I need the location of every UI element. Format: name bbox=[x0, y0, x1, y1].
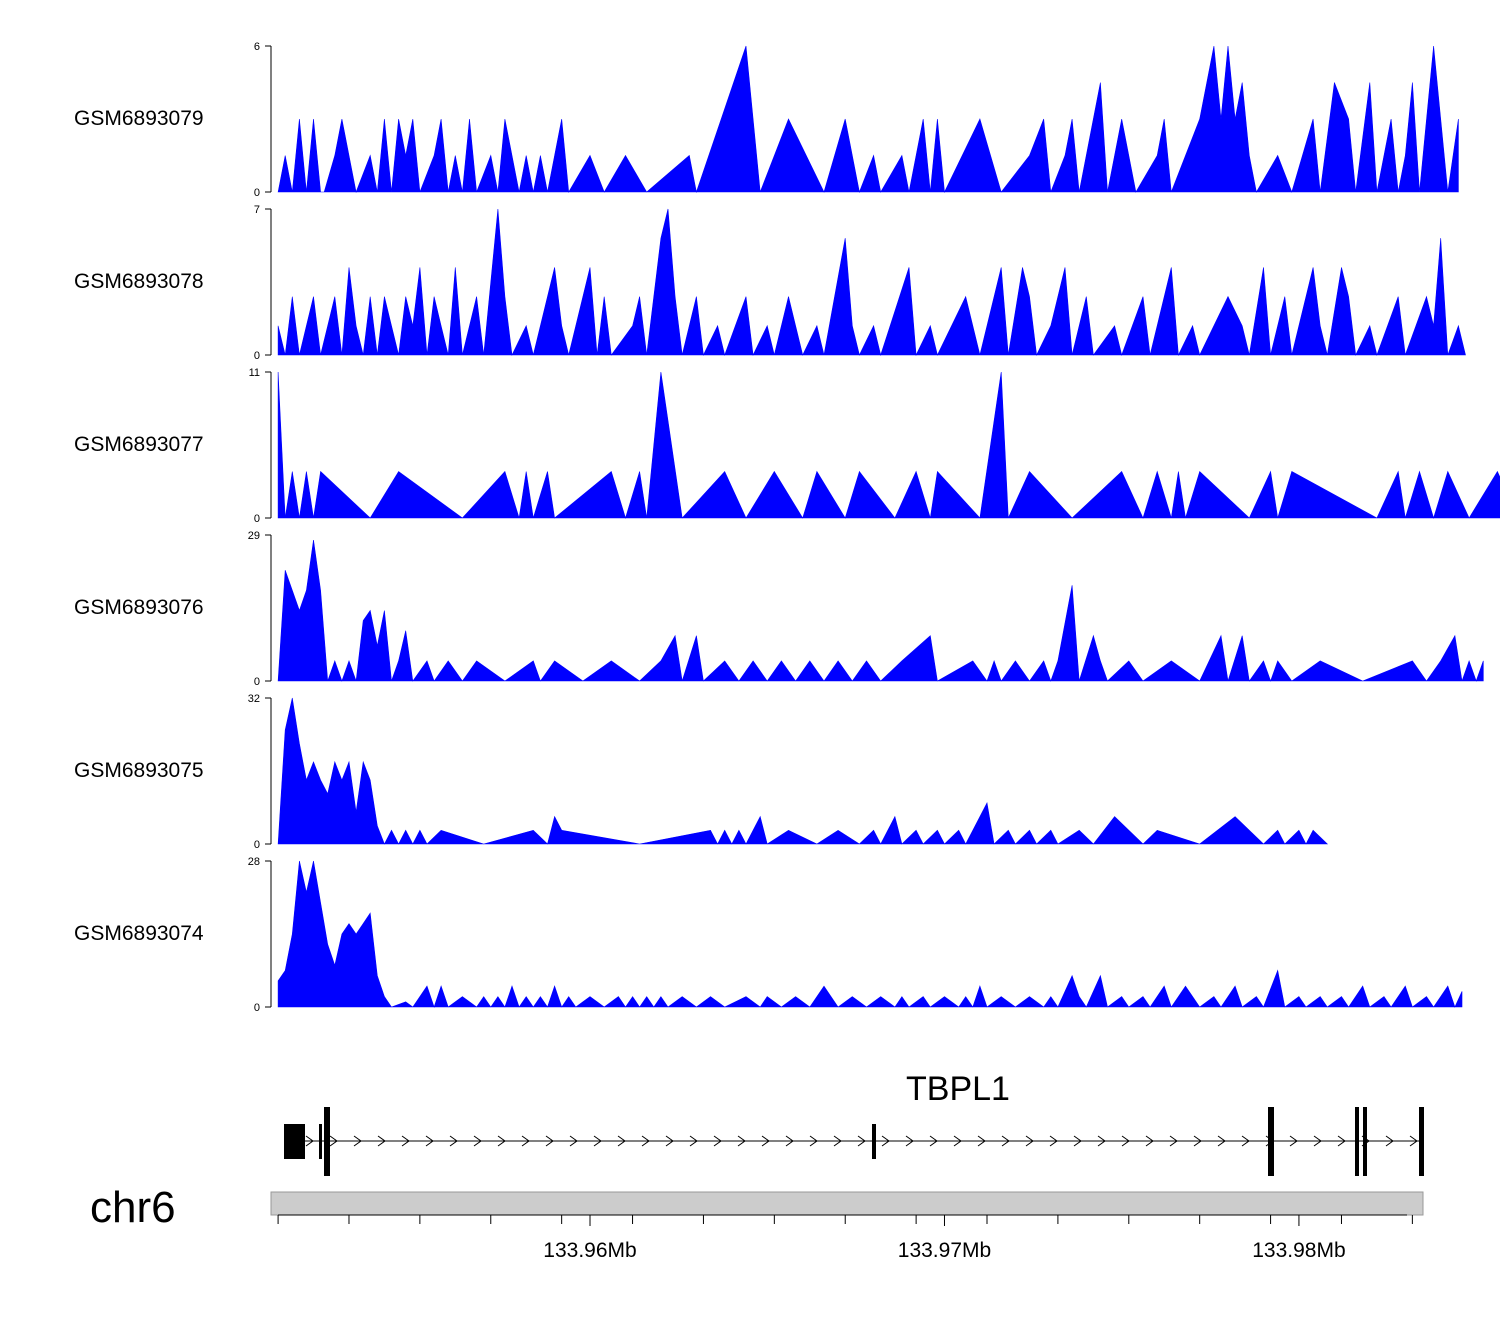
strand-arrow bbox=[329, 1135, 338, 1147]
strand-arrow bbox=[569, 1135, 578, 1147]
strand-arrow bbox=[425, 1135, 434, 1147]
strand-arrow bbox=[761, 1135, 770, 1147]
strand-arrow bbox=[593, 1135, 602, 1147]
axis-tick-label: 133.97Mb bbox=[898, 1239, 991, 1262]
strand-arrow bbox=[449, 1135, 458, 1147]
track-GSM6893078: GSM6893078 7 0 bbox=[74, 204, 1466, 362]
strand-arrow bbox=[905, 1135, 914, 1147]
strand-arrow bbox=[1001, 1135, 1010, 1147]
strand-arrow bbox=[1097, 1135, 1106, 1147]
strand-arrow bbox=[1337, 1135, 1346, 1147]
strand-arrow bbox=[305, 1135, 314, 1147]
y-min-label: 0 bbox=[254, 513, 260, 525]
strand-arrow bbox=[1025, 1135, 1034, 1147]
chromosome-ideogram bbox=[270, 1191, 1424, 1216]
strand-arrow bbox=[1385, 1135, 1394, 1147]
strand-arrow bbox=[1193, 1135, 1202, 1147]
gene-exon bbox=[1268, 1107, 1274, 1176]
y-max-label: 7 bbox=[254, 204, 260, 216]
track-GSM6893076: GSM6893076 29 0 bbox=[74, 530, 1484, 688]
axis-tick-label: 133.98Mb bbox=[1252, 1239, 1345, 1262]
track-GSM6893075: GSM6893075 32 0 bbox=[74, 693, 1329, 851]
strand-arrow bbox=[497, 1135, 506, 1147]
gene-model: TBPL1 bbox=[284, 1070, 1424, 1176]
y-min-label: 0 bbox=[254, 350, 260, 362]
strand-arrow bbox=[737, 1135, 746, 1147]
strand-arrow bbox=[1169, 1135, 1178, 1147]
y-max-label: 6 bbox=[254, 41, 260, 53]
strand-arrow bbox=[857, 1135, 866, 1147]
coverage-area bbox=[277, 45, 1459, 194]
y-max-label: 32 bbox=[248, 693, 260, 705]
strand-arrow bbox=[1073, 1135, 1082, 1147]
track-GSM6893074: GSM6893074 28 0 bbox=[74, 856, 1463, 1014]
strand-arrow bbox=[1241, 1135, 1250, 1147]
coverage-area bbox=[277, 371, 1500, 520]
strand-arrow bbox=[929, 1135, 938, 1147]
strand-arrow bbox=[1409, 1135, 1418, 1147]
gene-exon bbox=[1363, 1107, 1367, 1176]
track-label: GSM6893077 bbox=[74, 433, 204, 456]
strand-arrows bbox=[305, 1135, 1418, 1147]
gene-exon bbox=[872, 1124, 876, 1159]
axis-tick-label: 133.96Mb bbox=[543, 1239, 636, 1262]
gene-name-label: TBPL1 bbox=[906, 1070, 1010, 1108]
strand-arrow bbox=[953, 1135, 962, 1147]
strand-arrow bbox=[1289, 1135, 1298, 1147]
track-GSM6893079: GSM6893079 6 0 bbox=[74, 41, 1459, 199]
track-label: GSM6893078 bbox=[74, 270, 204, 293]
track-label: GSM6893075 bbox=[74, 759, 204, 782]
genomic-axis: 133.96Mb 133.97Mb 133.98Mb bbox=[277, 1214, 1413, 1262]
y-max-label: 29 bbox=[248, 530, 260, 542]
y-min-label: 0 bbox=[254, 187, 260, 199]
y-max-label: 11 bbox=[249, 367, 260, 379]
strand-arrow bbox=[809, 1135, 818, 1147]
y-max-label: 28 bbox=[248, 856, 260, 868]
strand-arrow bbox=[833, 1135, 842, 1147]
coverage-area bbox=[277, 208, 1466, 357]
strand-arrow bbox=[1145, 1135, 1154, 1147]
y-min-label: 0 bbox=[254, 676, 260, 688]
strand-arrow bbox=[713, 1135, 722, 1147]
coverage-area bbox=[277, 860, 1463, 1008]
strand-arrow bbox=[1121, 1135, 1130, 1147]
strand-arrow bbox=[785, 1135, 794, 1147]
track-label: GSM6893076 bbox=[74, 596, 204, 619]
strand-arrow bbox=[521, 1135, 530, 1147]
y-min-label: 0 bbox=[254, 1002, 260, 1014]
gene-exon bbox=[1355, 1107, 1359, 1176]
track-label: GSM6893079 bbox=[74, 107, 204, 130]
gene-exon bbox=[324, 1107, 330, 1176]
strand-arrow bbox=[665, 1135, 674, 1147]
strand-arrow bbox=[689, 1135, 698, 1147]
strand-arrow bbox=[545, 1135, 554, 1147]
chromosome-label: chr6 bbox=[90, 1183, 176, 1232]
strand-arrow bbox=[473, 1135, 482, 1147]
tracks-layer: GSM689307960GSM689307870GSM6893077110GSM… bbox=[74, 41, 1500, 1014]
strand-arrow bbox=[377, 1135, 386, 1147]
strand-arrow bbox=[1049, 1135, 1058, 1147]
gene-utr-block bbox=[284, 1124, 305, 1159]
strand-arrow bbox=[1217, 1135, 1226, 1147]
gene-exon bbox=[1419, 1107, 1424, 1176]
track-label: GSM6893074 bbox=[74, 922, 204, 945]
coverage-area bbox=[277, 539, 1484, 682]
strand-arrow bbox=[641, 1135, 650, 1147]
strand-arrow bbox=[617, 1135, 626, 1147]
strand-arrow bbox=[881, 1135, 890, 1147]
strand-arrow bbox=[401, 1135, 410, 1147]
track-GSM6893077: GSM6893077 11 0 bbox=[74, 367, 1500, 525]
coverage-area bbox=[277, 697, 1329, 845]
strand-arrow bbox=[977, 1135, 986, 1147]
gene-exon bbox=[319, 1124, 322, 1159]
y-min-label: 0 bbox=[254, 839, 260, 851]
strand-arrow bbox=[353, 1135, 362, 1147]
strand-arrow bbox=[1313, 1135, 1322, 1147]
